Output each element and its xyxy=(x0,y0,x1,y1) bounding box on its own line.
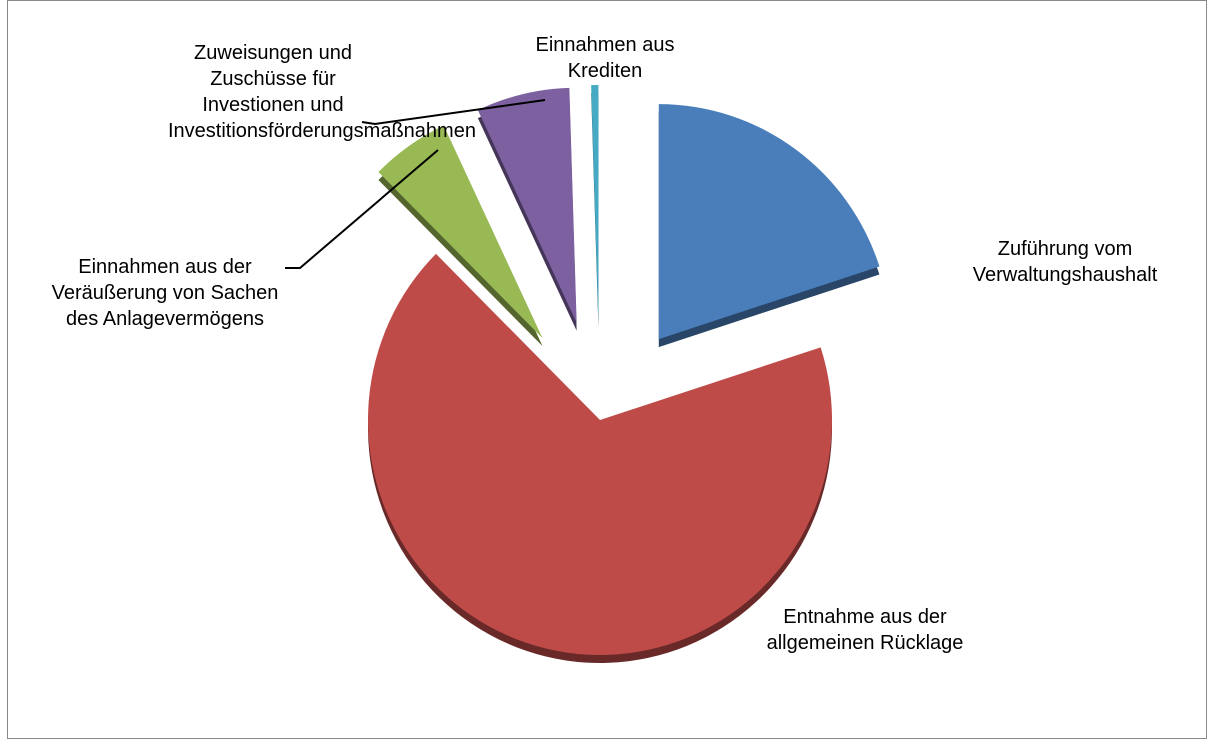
slice-label: Entnahme aus der allgemeinen Rücklage xyxy=(766,606,964,654)
slice-label: Zuweisungen und Zuschüsse für Investione… xyxy=(168,42,476,142)
leader-line xyxy=(361,99,546,126)
leader-line xyxy=(285,149,439,269)
slice xyxy=(658,104,880,340)
slice-label: Einnahmen aus Krediten xyxy=(535,34,675,82)
slice xyxy=(477,87,577,323)
slice-label: Zuführung vom Verwaltungshaushalt xyxy=(972,238,1158,286)
slice xyxy=(368,253,832,656)
slice xyxy=(378,125,543,339)
slice xyxy=(591,85,599,321)
slice-label: Einnahmen aus der Veräußerung von Sachen… xyxy=(51,256,279,330)
